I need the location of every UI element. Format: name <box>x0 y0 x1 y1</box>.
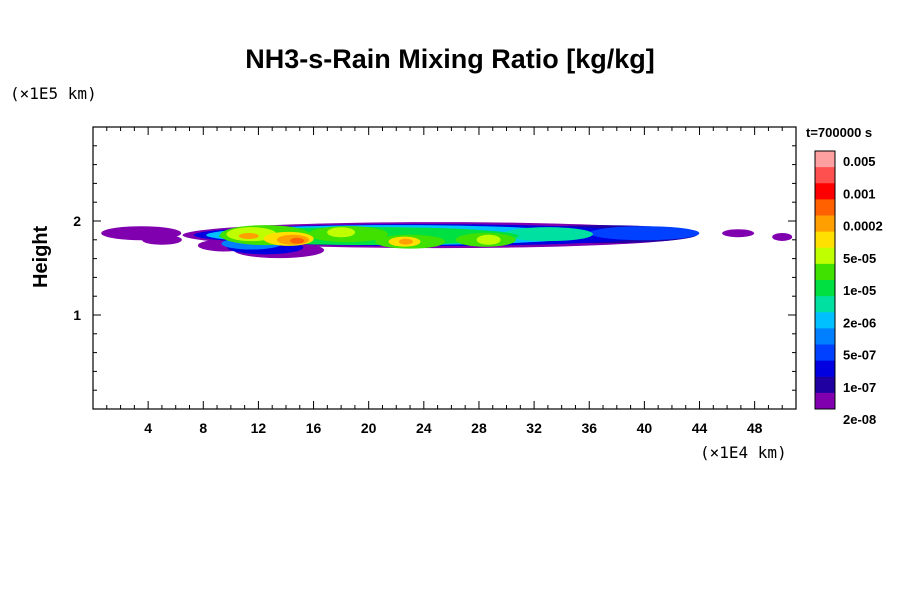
field-contour <box>238 233 259 240</box>
field-contour <box>722 229 755 238</box>
y-tick-label: 2 <box>73 213 81 229</box>
field-contour <box>290 237 305 244</box>
colorbar-time-label: t=700000 s <box>806 125 873 140</box>
field-contour <box>502 227 593 242</box>
colorbar-frame <box>814 150 836 410</box>
x-tick-label: 16 <box>306 420 322 436</box>
colorbar-swatch <box>815 183 835 200</box>
x-tick-label: 28 <box>471 420 487 436</box>
colorbar-label: 0.005 <box>843 154 876 169</box>
field-contour <box>141 234 182 245</box>
colorbar-label: 2e-06 <box>843 315 876 330</box>
colorbar-swatch <box>815 312 835 329</box>
plot-frame <box>92 126 797 410</box>
field-contour <box>772 232 793 241</box>
colorbar-label: 1e-07 <box>843 380 876 395</box>
colorbar-swatch <box>815 392 835 410</box>
colorbar-swatch <box>815 215 835 233</box>
y-axis-exponent-label: (×1E5 km) <box>10 84 97 103</box>
x-tick-label: 44 <box>692 420 708 436</box>
colorbar-label: 2e-08 <box>843 412 876 427</box>
colorbar-label: 0.001 <box>843 186 876 201</box>
colorbar-swatch <box>815 280 835 297</box>
colorbar-label: 5e-07 <box>843 348 876 363</box>
colorbar-swatch <box>815 328 835 345</box>
colorbar-label: 5e-05 <box>843 251 876 266</box>
colorbar-swatch <box>815 151 835 168</box>
colorbar-swatch <box>815 167 835 184</box>
x-tick-label: 12 <box>251 420 267 436</box>
x-tick-label: 40 <box>637 420 653 436</box>
x-axis-exponent-label: (×1E4 km) <box>700 443 787 462</box>
field-contour <box>327 227 356 238</box>
field-contour <box>589 226 700 241</box>
colorbar-swatch <box>815 199 835 216</box>
colorbar-swatch <box>815 247 835 265</box>
x-tick-label: 32 <box>526 420 542 436</box>
colorbar-swatch <box>815 376 835 394</box>
x-tick-label: 20 <box>361 420 377 436</box>
x-tick-label: 4 <box>144 420 152 436</box>
colorbar-label: 1e-05 <box>843 283 876 298</box>
colorbar-swatch <box>815 360 835 378</box>
colorbar-swatch <box>815 296 835 313</box>
colorbar-swatch <box>815 231 835 249</box>
x-tick-label: 48 <box>747 420 763 436</box>
colorbar-swatch <box>815 344 835 362</box>
colorbar: 0.005 0.001 0.0002 5e-05 1e-05 2e-06 5e-07 1e-0… <box>814 150 883 427</box>
field-contour <box>398 238 413 245</box>
x-tick-label: 36 <box>581 420 597 436</box>
x-tick-label: 8 <box>199 420 207 436</box>
x-tick-label: 24 <box>416 420 432 436</box>
field-layer <box>101 222 793 259</box>
field-contour <box>476 234 501 245</box>
y-tick-label: 1 <box>73 307 81 323</box>
colorbar-label: 0.0002 <box>843 219 883 234</box>
colorbar-swatch <box>815 263 835 281</box>
chart-title: NH3-s-Rain Mixing Ratio [kg/kg] <box>245 44 655 74</box>
